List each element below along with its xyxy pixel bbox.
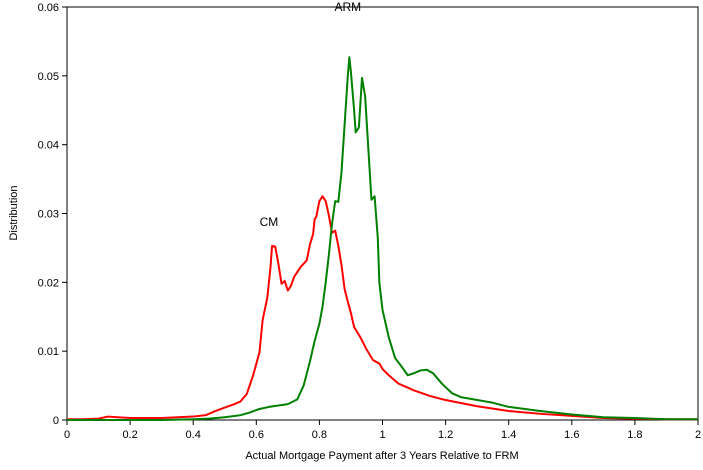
series-line-arm (67, 56, 698, 421)
x-tick-label: 1.4 (501, 429, 516, 441)
y-tick-label: 0.03 (38, 209, 59, 221)
x-tick-label: 2 (695, 429, 701, 441)
x-tick-label: 0.2 (122, 429, 137, 441)
x-axis-label: Actual Mortgage Payment after 3 Years Re… (245, 450, 518, 462)
x-tick-label: 1.6 (564, 429, 579, 441)
y-tick-label: 0.04 (38, 140, 59, 152)
y-tick-label: 0.05 (38, 71, 59, 83)
series-line-cm (67, 195, 698, 421)
y-axis-label: Distribution (8, 185, 20, 240)
x-tick-label: 1.2 (438, 429, 453, 441)
annotation-cm: CM (260, 215, 279, 229)
x-tick-label: 0.4 (186, 429, 201, 441)
annotation-arm: ARM (334, 0, 361, 14)
y-tick-label: 0.02 (38, 277, 59, 289)
x-tick-label: 0.8 (312, 429, 327, 441)
y-axis-ticks: 0 0.01 0.02 0.03 0.04 0.05 0.06 (38, 2, 67, 427)
y-tick-label: 0.01 (38, 346, 59, 358)
y-tick-label: 0 (53, 415, 59, 427)
x-tick-label: 1 (379, 429, 385, 441)
x-axis-ticks: 0 0.2 0.4 0.6 0.8 1 1.2 1.4 1.6 1.8 2 (64, 420, 701, 441)
x-tick-label: 0 (64, 429, 70, 441)
x-tick-label: 1.8 (627, 429, 642, 441)
x-tick-label: 0.6 (249, 429, 264, 441)
series-layer (67, 56, 698, 421)
plot-area (66, 6, 699, 421)
y-tick-label: 0.06 (38, 2, 59, 14)
annotation-layer: ARM CM (260, 0, 362, 229)
